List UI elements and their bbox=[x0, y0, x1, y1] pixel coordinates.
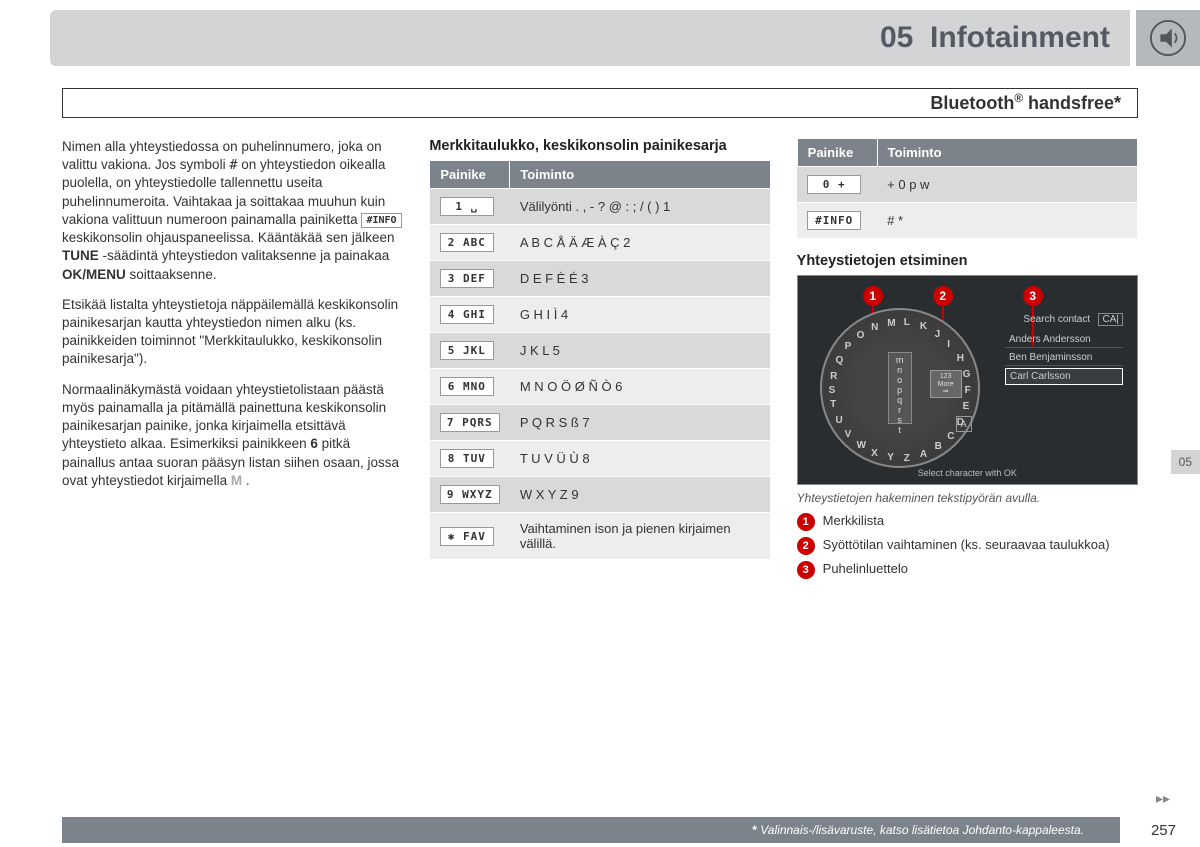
contact-item: Ben Benjaminsson bbox=[1005, 350, 1123, 366]
key-cell: 2 ABC bbox=[430, 225, 510, 261]
key-cell: 1 ␣ bbox=[430, 189, 510, 225]
key-cell: 5 JKL bbox=[430, 333, 510, 369]
footer-note: * Valinnais-/lisävaruste, katso lisätiet… bbox=[752, 823, 1120, 837]
th-button: Painike bbox=[430, 161, 510, 189]
more-button: 123More⇒ bbox=[930, 370, 962, 398]
figure-caption: Yhteystietojen hakeminen tekstipyörän av… bbox=[797, 491, 1138, 505]
value-cell: W X Y Z 9 bbox=[510, 477, 770, 513]
column-2: Merkkitaulukko, keskikonsolin painikesar… bbox=[429, 138, 770, 787]
search-heading: Yhteystietojen etsiminen bbox=[797, 253, 1138, 269]
figure-marker-3: 3 bbox=[1023, 286, 1043, 306]
value-cell: G H I Ì 4 bbox=[510, 297, 770, 333]
legend-number: 1 bbox=[797, 513, 815, 531]
wheel-center-column: mnopqrst bbox=[888, 352, 912, 424]
ok-indicator: A bbox=[956, 416, 972, 432]
character-table-1: Painike Toiminto 1 ␣Välilyönti . , - ? @… bbox=[429, 160, 770, 560]
contact-list: Anders Andersson Ben Benjaminsson Carl Car… bbox=[1005, 332, 1123, 387]
value-cell: M N O Ö Ø Ñ Ò 6 bbox=[510, 369, 770, 405]
paragraph-1: Nimen alla yhteystiedossa on puhelinnume… bbox=[62, 138, 403, 284]
continue-indicator: ▸▸ bbox=[1156, 790, 1170, 807]
legend-number: 3 bbox=[797, 561, 815, 579]
column-3: Painike Toiminto 0 ++ 0 p w#INFO# * Yhte… bbox=[797, 138, 1138, 787]
side-tab: 05 bbox=[1171, 450, 1200, 474]
key-cell: 9 WXYZ bbox=[430, 477, 510, 513]
contact-item: Anders Andersson bbox=[1005, 332, 1123, 348]
key-cell: 0 + bbox=[797, 167, 877, 203]
table1-heading: Merkkitaulukko, keskikonsolin painikesar… bbox=[429, 138, 770, 154]
character-table-2: Painike Toiminto 0 ++ 0 p w#INFO# * bbox=[797, 138, 1138, 239]
key-cell: 6 MNO bbox=[430, 369, 510, 405]
legend-text: Puhelinluettelo bbox=[823, 561, 908, 576]
search-contact-label: Search contact CA| bbox=[1023, 314, 1123, 325]
footer-bar: * Valinnais-/lisävaruste, katso lisätiet… bbox=[62, 817, 1120, 843]
value-cell: T U V Ü Ù 8 bbox=[510, 441, 770, 477]
chapter-title: 05 Infotainment bbox=[50, 10, 1130, 66]
key-cell: 8 TUV bbox=[430, 441, 510, 477]
chapter-number: 05 bbox=[880, 21, 913, 55]
content-area: Nimen alla yhteystiedossa on puhelinnume… bbox=[62, 138, 1138, 787]
key-cell: #INFO bbox=[797, 203, 877, 239]
figure-marker-2: 2 bbox=[933, 286, 953, 306]
legend-item: 3 Puhelinluettelo bbox=[797, 561, 1138, 579]
th-function: Toiminto bbox=[510, 161, 770, 189]
figure-footer: Select character with OK bbox=[798, 468, 1137, 478]
column-1: Nimen alla yhteystiedossa on puhelinnume… bbox=[62, 138, 403, 787]
legend-text: Syöttötilan vaihtaminen (ks. seuraavaa t… bbox=[823, 537, 1110, 552]
page-number: 257 bbox=[1151, 822, 1176, 839]
legend-item: 2 Syöttötilan vaihtaminen (ks. seuraavaa … bbox=[797, 537, 1138, 555]
value-cell: Välilyönti . , - ? @ : ; / ( ) 1 bbox=[510, 189, 770, 225]
chapter-header: 05 Infotainment bbox=[60, 10, 1200, 66]
value-cell: Vaihtaminen ison ja pienen kirjaimen väl… bbox=[510, 513, 770, 560]
key-cell: 3 DEF bbox=[430, 261, 510, 297]
figure-marker-1: 1 bbox=[863, 286, 883, 306]
value-cell: A B C Å Ä Æ À Ç 2 bbox=[510, 225, 770, 261]
value-cell: D E F È É 3 bbox=[510, 261, 770, 297]
legend-number: 2 bbox=[797, 537, 815, 555]
th-button-2: Painike bbox=[797, 139, 877, 167]
th-function-2: Toiminto bbox=[877, 139, 1137, 167]
legend-item: 1 Merkkilista bbox=[797, 513, 1138, 531]
info-key-inline: #INFO bbox=[361, 213, 401, 229]
key-cell: 4 GHI bbox=[430, 297, 510, 333]
paragraph-2: Etsikää listalta yhteystietoja näppäilem… bbox=[62, 296, 403, 369]
section-title: Bluetooth® handsfree* bbox=[930, 92, 1121, 114]
value-cell: + 0 p w bbox=[877, 167, 1137, 203]
speaker-icon bbox=[1136, 10, 1200, 66]
value-cell: J K L 5 bbox=[510, 333, 770, 369]
text-wheel-figure: 1 2 3 RQPONMLKJIHGFEDCBAZYXWVUTS mnopqrs… bbox=[797, 275, 1138, 485]
value-cell: P Q R S ß 7 bbox=[510, 405, 770, 441]
section-header: Bluetooth® handsfree* bbox=[62, 88, 1138, 118]
value-cell: # * bbox=[877, 203, 1137, 239]
chapter-name: Infotainment bbox=[930, 21, 1110, 55]
contact-item: Carl Carlsson bbox=[1005, 368, 1123, 385]
key-cell: 7 PQRS bbox=[430, 405, 510, 441]
paragraph-3: Normaalinäkymästä voidaan yhteystietolis… bbox=[62, 381, 403, 490]
legend-text: Merkkilista bbox=[823, 513, 884, 528]
key-cell: ✱ FAV bbox=[430, 513, 510, 560]
